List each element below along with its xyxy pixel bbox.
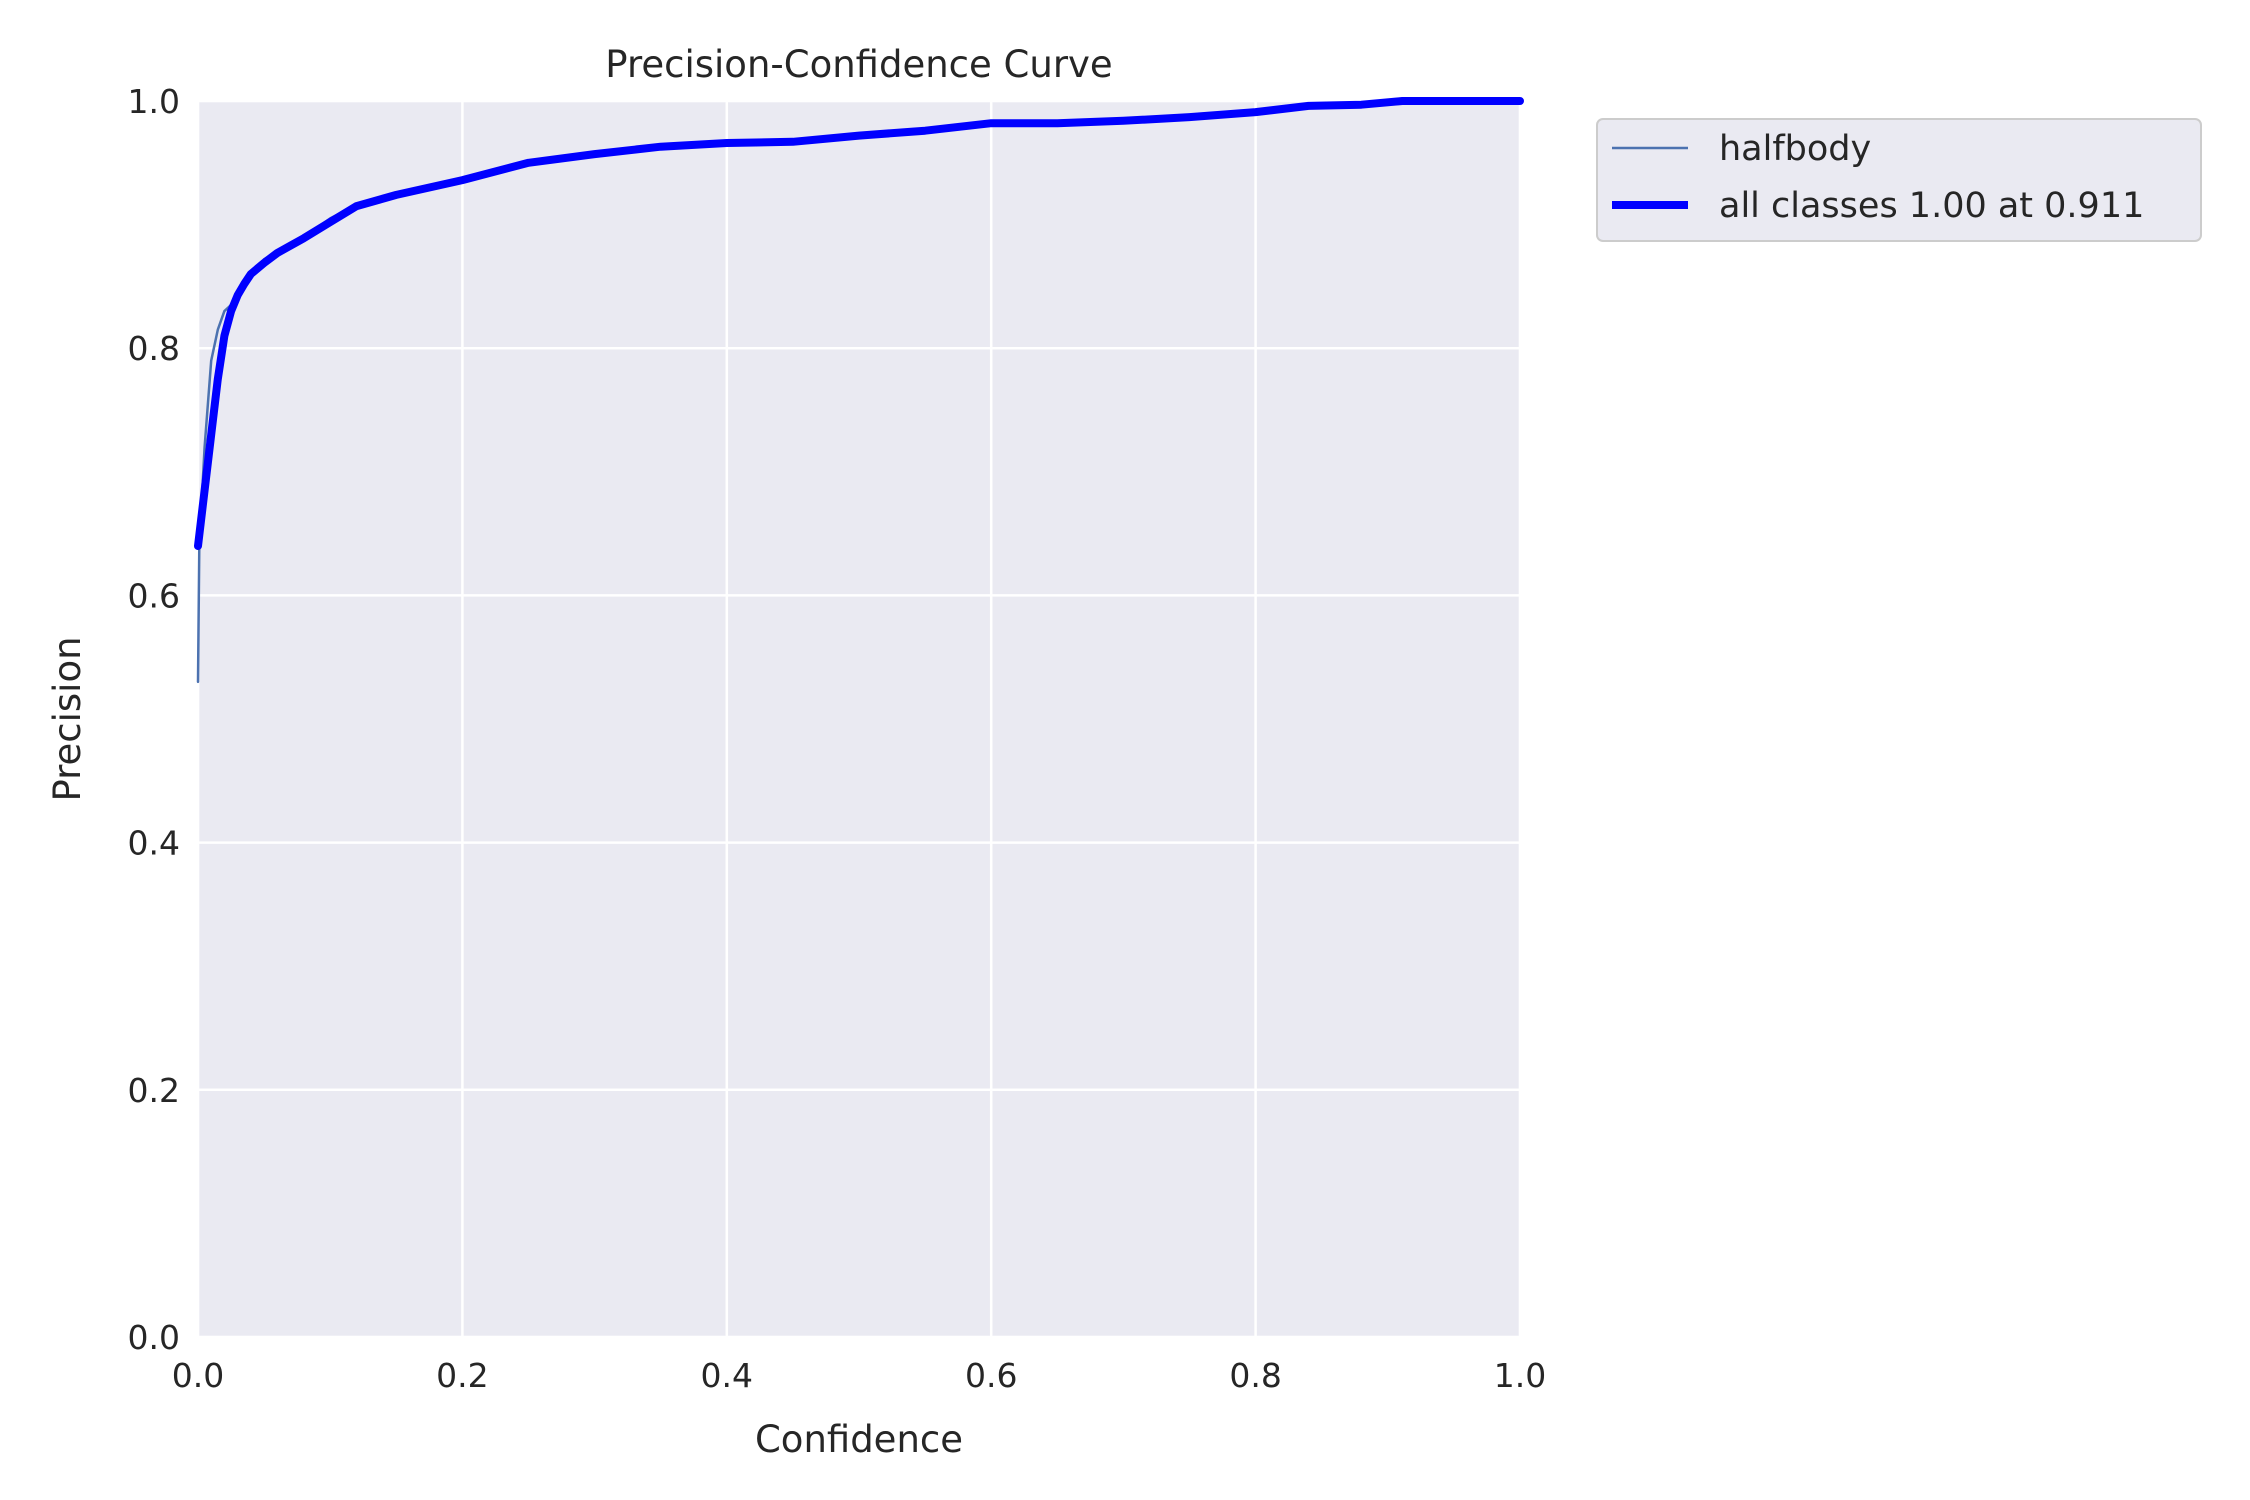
x-tick-label: 0.0 <box>172 1356 224 1395</box>
y-tick-label: 0.8 <box>128 329 180 368</box>
chart-title: Precision-Confidence Curve <box>605 43 1112 86</box>
legend: halfbody all classes 1.00 at 0.911 <box>1596 118 2202 242</box>
x-tick-labels: 0.0 0.2 0.4 0.6 0.8 1.0 <box>172 1356 1546 1395</box>
y-tick-label: 1.0 <box>128 82 180 121</box>
series-line-all-classes <box>194 97 1524 550</box>
x-tick-label: 0.8 <box>1229 1356 1281 1395</box>
y-tick-labels: 0.0 0.2 0.4 0.6 0.8 1.0 <box>128 82 180 1357</box>
grid-lines <box>196 99 1522 1339</box>
y-tick-label: 0.6 <box>128 576 180 615</box>
x-tick-label: 0.4 <box>701 1356 753 1395</box>
series-layer <box>194 97 1524 684</box>
legend-label-all-classes: all classes 1.00 at 0.911 <box>1719 186 2144 226</box>
y-axis-label: Precision <box>46 636 89 801</box>
y-tick-label: 0.4 <box>128 824 180 863</box>
x-tick-label: 0.6 <box>965 1356 1017 1395</box>
x-axis-label: Confidence <box>755 1418 963 1461</box>
plot-background <box>198 101 1520 1337</box>
y-tick-label: 0.2 <box>128 1071 180 1110</box>
y-tick-label: 0.0 <box>128 1318 180 1357</box>
x-tick-label: 0.2 <box>436 1356 488 1395</box>
x-tick-label: 1.0 <box>1494 1356 1546 1395</box>
legend-label-halfbody: halfbody <box>1719 129 1871 169</box>
legend-box <box>1596 118 2202 242</box>
